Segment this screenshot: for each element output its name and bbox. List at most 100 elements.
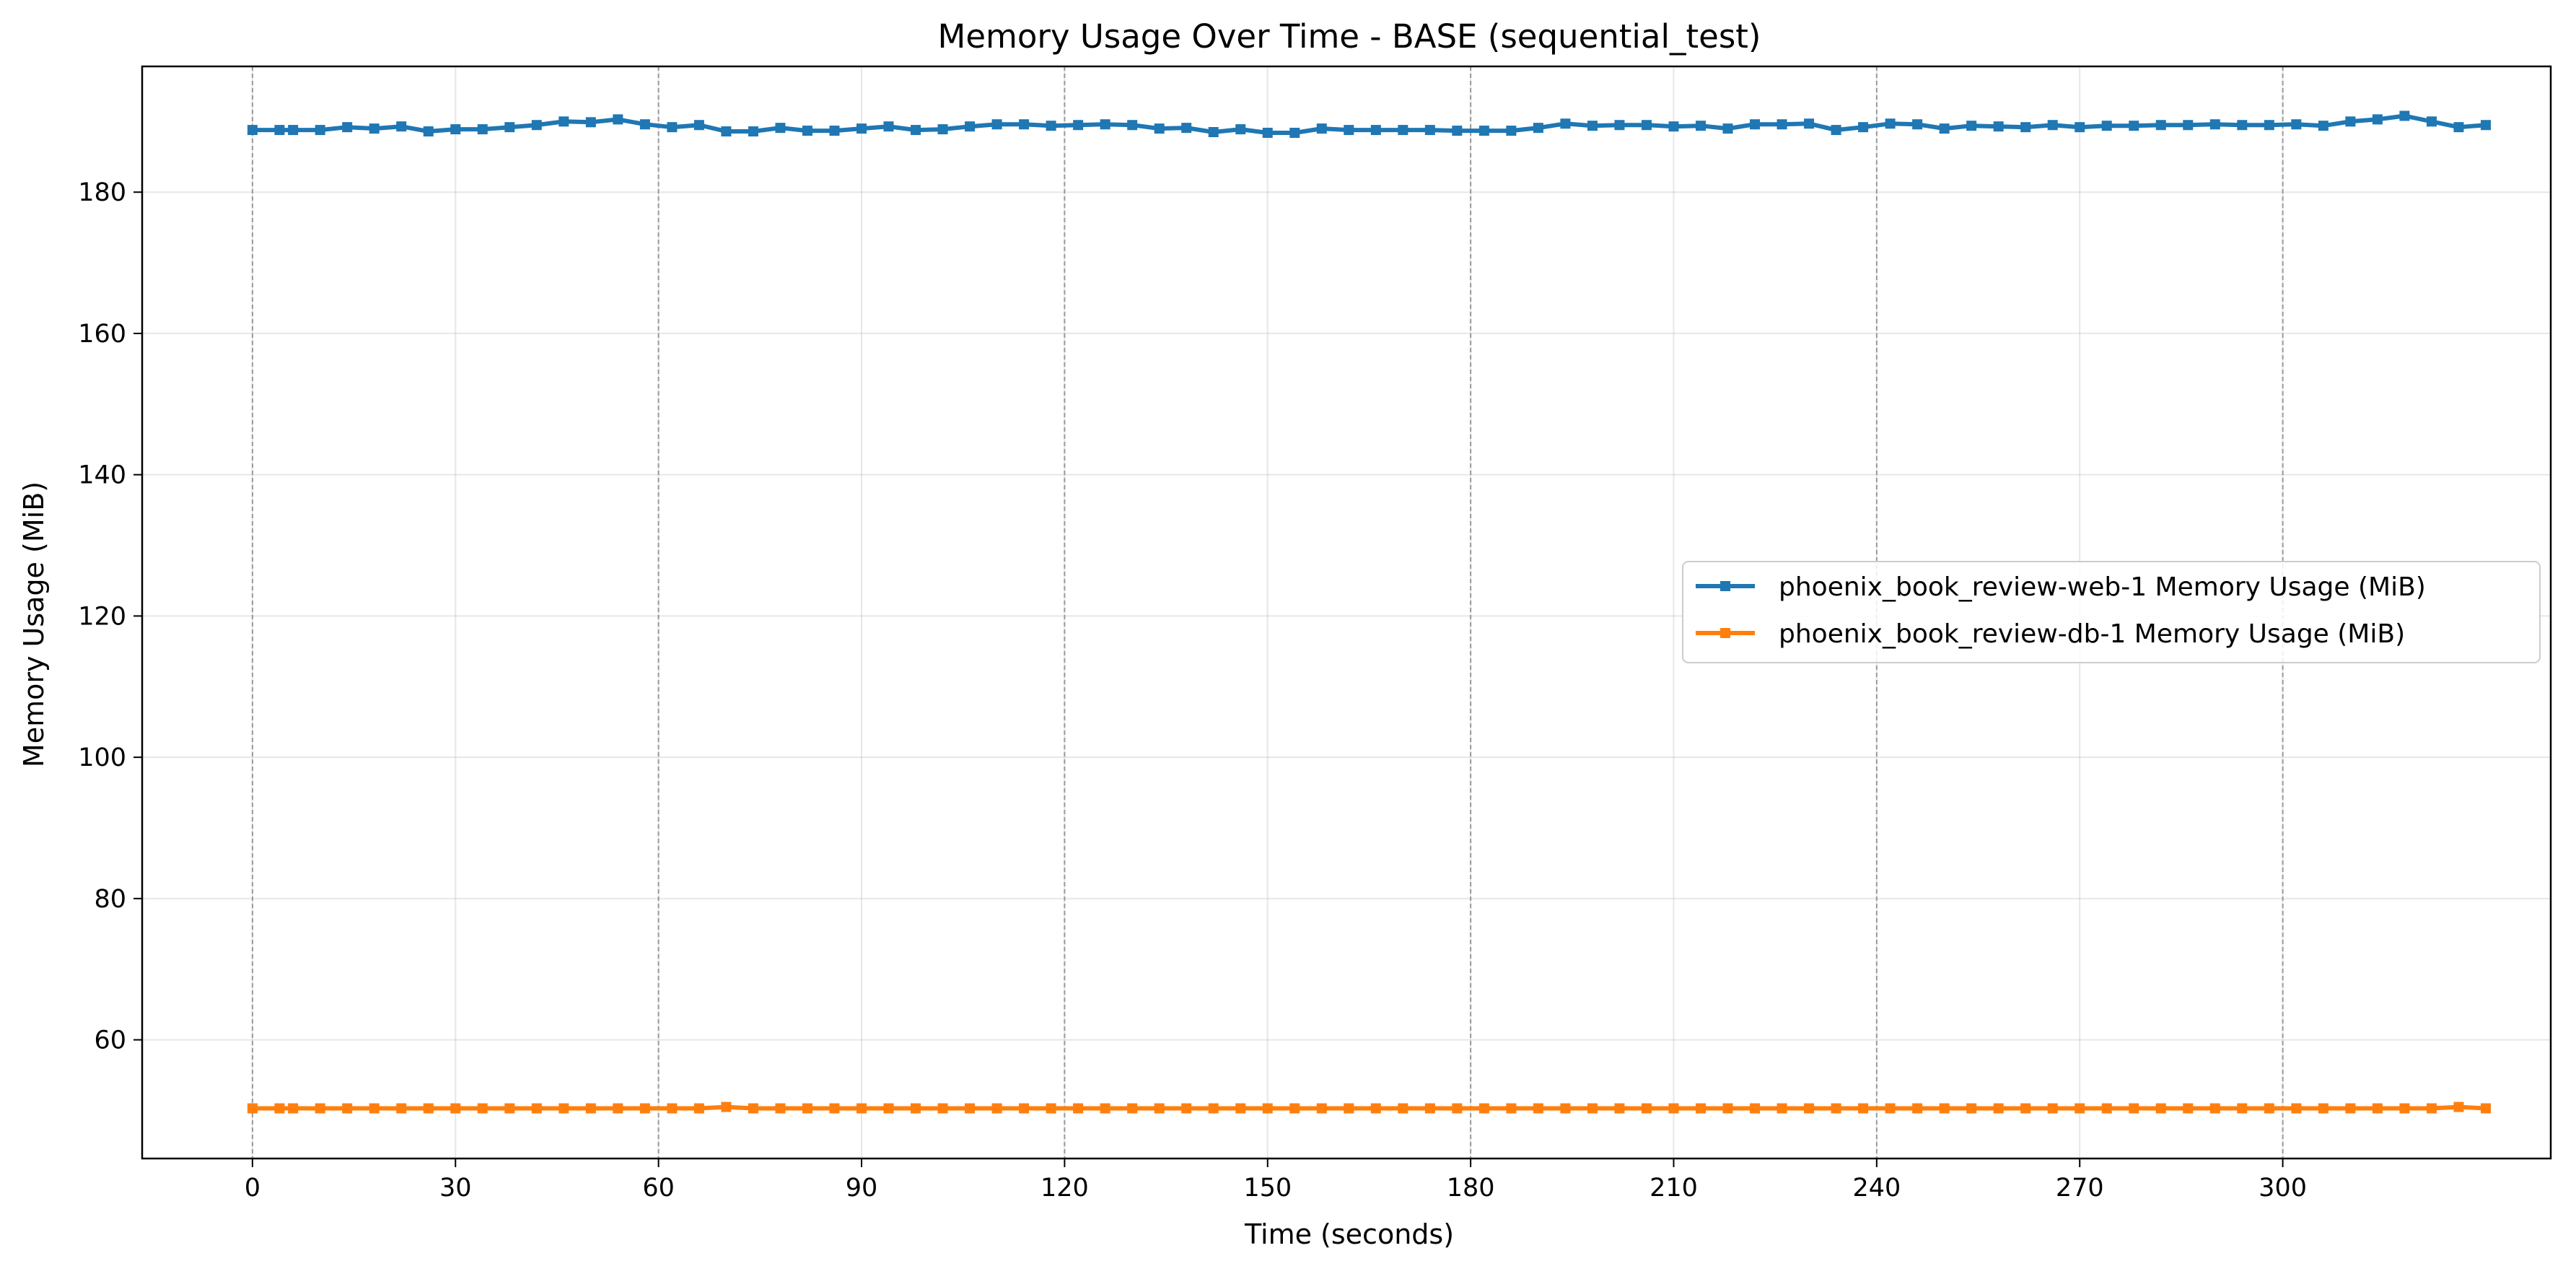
data-point (1777, 1103, 1787, 1114)
data-point (1344, 1103, 1354, 1114)
data-point (1181, 123, 1192, 134)
data-point (247, 125, 258, 136)
data-point (1235, 124, 1246, 135)
y-axis-label: Memory Usage (MiB) (18, 481, 50, 767)
x-tick-label: 270 (2056, 1174, 2104, 1203)
data-point (911, 1103, 921, 1114)
data-point (911, 125, 921, 136)
data-point (2155, 1103, 2166, 1114)
data-point (531, 1103, 542, 1114)
data-point (667, 1103, 678, 1114)
data-point (1019, 119, 1030, 130)
data-point (2318, 121, 2329, 131)
x-axis-label: Time (seconds) (1244, 1218, 1454, 1250)
data-point (477, 124, 488, 135)
data-point (1046, 121, 1056, 131)
data-point (2291, 119, 2302, 130)
data-point (2101, 121, 2112, 131)
data-point (775, 1103, 786, 1114)
data-point (558, 116, 569, 127)
data-point (342, 122, 353, 133)
data-point (1073, 120, 1084, 131)
data-point (315, 1103, 325, 1114)
data-point (1208, 127, 1219, 138)
data-point (504, 122, 515, 133)
x-tick-label: 150 (1243, 1174, 1292, 1203)
data-point (2318, 1103, 2329, 1114)
x-tick-label: 210 (1650, 1174, 1698, 1203)
data-point (1966, 1103, 1977, 1114)
data-point (1831, 1103, 1841, 1114)
x-tick-label: 60 (642, 1174, 675, 1203)
data-point (937, 1103, 948, 1114)
data-point (2291, 1103, 2302, 1114)
data-point (1939, 123, 1950, 134)
data-point (1478, 126, 1489, 136)
data-point (856, 1103, 867, 1114)
data-point (2047, 120, 2058, 131)
data-point (585, 117, 596, 128)
y-tick-label: 160 (78, 320, 126, 349)
data-point (1614, 120, 1625, 131)
data-point (1100, 119, 1110, 130)
data-point (531, 120, 542, 131)
data-point (1831, 125, 1841, 136)
x-tick-label: 0 (245, 1174, 260, 1203)
data-point (829, 126, 840, 136)
data-point (1127, 1103, 1138, 1114)
data-point (1804, 1103, 1815, 1114)
data-point (965, 121, 976, 132)
data-point (2020, 1103, 2031, 1114)
data-point (1695, 121, 1706, 131)
data-point (315, 125, 325, 136)
data-point (937, 124, 948, 135)
data-point (1993, 1103, 2004, 1114)
data-point (1533, 123, 1543, 134)
data-point (1858, 1103, 1869, 1114)
legend-marker-web (1720, 581, 1730, 591)
data-point (693, 1103, 704, 1114)
data-point (1370, 1103, 1381, 1114)
data-point (2399, 1103, 2410, 1114)
x-tick-label: 120 (1041, 1174, 1089, 1203)
data-point (991, 1103, 1002, 1114)
data-point (1398, 125, 1409, 136)
data-point (2453, 1101, 2464, 1112)
data-point (2264, 120, 2274, 131)
data-point (1019, 1103, 1030, 1114)
data-point (1046, 1103, 1056, 1114)
data-point (1587, 1103, 1598, 1114)
data-point (1262, 1103, 1273, 1114)
data-point (2209, 1103, 2220, 1114)
legend-box (1682, 561, 2541, 663)
data-point (1912, 119, 1923, 130)
data-point (1262, 127, 1273, 138)
tick-layer: 0 30 60 90 120 150 180 210 240 270 300 60 80 100 120 14… (78, 178, 2307, 1203)
data-point (667, 122, 678, 133)
data-point (1804, 118, 1815, 129)
data-point (1344, 125, 1354, 136)
data-point (1939, 1103, 1950, 1114)
data-point (423, 126, 434, 137)
data-point (2183, 120, 2194, 131)
data-point (2047, 1103, 2058, 1114)
data-point (802, 126, 812, 136)
data-point (2372, 114, 2383, 125)
data-point (2426, 116, 2437, 127)
data-point (1181, 1103, 1192, 1114)
data-point (1073, 1103, 1084, 1114)
y-tick-label: 120 (78, 602, 126, 631)
plot-frame (141, 65, 2552, 1160)
data-point (1614, 1103, 1625, 1114)
data-point (1289, 127, 1300, 138)
data-point (1506, 1103, 1517, 1114)
x-tick-label: 240 (1852, 1174, 1901, 1203)
data-point (2155, 120, 2166, 131)
data-point (721, 126, 732, 137)
data-point (274, 1103, 285, 1114)
data-point (1100, 1103, 1110, 1114)
legend: phoenix_book_review-web-1 Memory Usage (… (1682, 561, 2541, 663)
data-point (2237, 120, 2248, 131)
data-point (1722, 1103, 1733, 1114)
